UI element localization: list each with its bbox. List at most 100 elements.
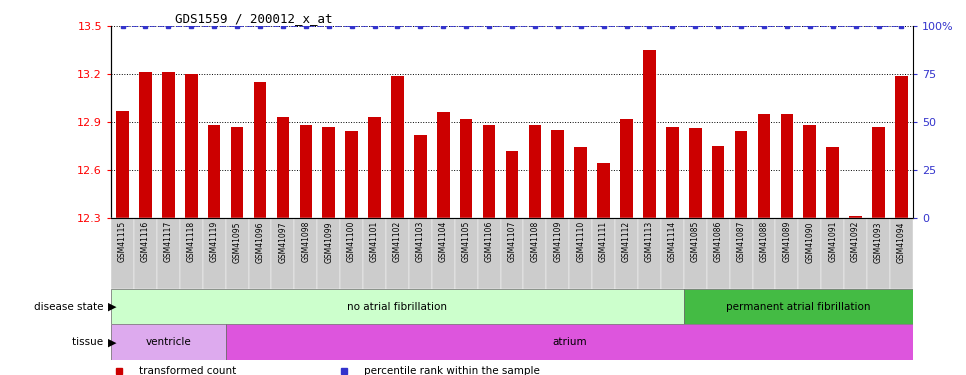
- Text: GSM41090: GSM41090: [806, 221, 814, 262]
- Bar: [162, 72, 175, 217]
- Text: GSM41109: GSM41109: [554, 221, 562, 262]
- Bar: [569, 217, 592, 289]
- Text: GSM41118: GSM41118: [186, 221, 196, 262]
- Bar: [437, 112, 449, 218]
- Bar: [116, 111, 128, 218]
- Text: ventricle: ventricle: [146, 337, 191, 347]
- Bar: [620, 119, 633, 218]
- Text: GSM41108: GSM41108: [530, 221, 539, 262]
- Bar: [575, 147, 587, 218]
- Bar: [707, 217, 729, 289]
- Bar: [867, 217, 890, 289]
- Bar: [638, 217, 661, 289]
- Text: permanent atrial fibrillation: permanent atrial fibrillation: [726, 302, 870, 312]
- Bar: [295, 217, 317, 289]
- Text: GSM41096: GSM41096: [255, 221, 265, 262]
- Text: GSM41094: GSM41094: [896, 221, 906, 262]
- Bar: [317, 217, 340, 289]
- Text: no atrial fibrillation: no atrial fibrillation: [348, 302, 447, 312]
- Text: GSM41102: GSM41102: [393, 221, 402, 262]
- Bar: [345, 132, 358, 218]
- Bar: [226, 324, 913, 360]
- Text: GSM41107: GSM41107: [507, 221, 517, 262]
- Bar: [592, 217, 615, 289]
- Text: GSM41119: GSM41119: [210, 221, 218, 262]
- Text: GSM41087: GSM41087: [736, 221, 746, 262]
- Bar: [299, 125, 312, 218]
- Bar: [753, 217, 776, 289]
- Text: GSM41091: GSM41091: [828, 221, 838, 262]
- Bar: [844, 217, 867, 289]
- Bar: [524, 217, 547, 289]
- Text: GSM41116: GSM41116: [141, 221, 150, 262]
- Bar: [111, 289, 684, 324]
- Bar: [254, 82, 267, 218]
- Bar: [156, 217, 180, 289]
- Bar: [111, 324, 226, 360]
- Bar: [134, 217, 156, 289]
- Bar: [271, 217, 295, 289]
- Bar: [552, 130, 564, 218]
- Bar: [821, 217, 844, 289]
- Text: GSM41088: GSM41088: [759, 221, 769, 262]
- Bar: [826, 147, 839, 218]
- Text: ▶: ▶: [108, 302, 117, 312]
- Text: GSM41110: GSM41110: [576, 221, 585, 262]
- Bar: [340, 217, 363, 289]
- Text: GSM41092: GSM41092: [851, 221, 860, 262]
- Bar: [185, 74, 198, 217]
- Bar: [757, 114, 770, 218]
- Bar: [872, 127, 885, 218]
- Bar: [528, 125, 541, 218]
- Bar: [781, 114, 793, 218]
- Text: GSM41115: GSM41115: [118, 221, 128, 262]
- Bar: [231, 127, 243, 218]
- Text: GSM41099: GSM41099: [325, 221, 333, 262]
- Text: GSM41105: GSM41105: [462, 221, 470, 262]
- Text: GSM41101: GSM41101: [370, 221, 379, 262]
- Text: ▶: ▶: [108, 337, 117, 347]
- Text: GSM41093: GSM41093: [874, 221, 883, 262]
- Bar: [483, 125, 496, 218]
- Text: GSM41117: GSM41117: [164, 221, 173, 262]
- Bar: [139, 72, 152, 217]
- Text: GDS1559 / 200012_x_at: GDS1559 / 200012_x_at: [175, 12, 332, 25]
- Text: GSM41100: GSM41100: [347, 221, 356, 262]
- Text: GSM41114: GSM41114: [668, 221, 677, 262]
- Text: percentile rank within the sample: percentile rank within the sample: [363, 366, 540, 375]
- Text: GSM41098: GSM41098: [301, 221, 310, 262]
- Bar: [432, 217, 455, 289]
- Bar: [226, 217, 248, 289]
- Text: GSM41095: GSM41095: [233, 221, 242, 262]
- Bar: [849, 216, 862, 217]
- Bar: [804, 125, 816, 218]
- Text: tissue: tissue: [71, 337, 106, 347]
- Bar: [735, 132, 748, 218]
- Bar: [666, 127, 679, 218]
- Bar: [276, 117, 289, 218]
- Bar: [208, 125, 220, 218]
- Bar: [689, 128, 701, 217]
- Bar: [500, 217, 524, 289]
- Bar: [895, 76, 908, 217]
- Text: transformed count: transformed count: [139, 366, 237, 375]
- Bar: [180, 217, 203, 289]
- Text: GSM41106: GSM41106: [485, 221, 494, 262]
- Text: GSM41113: GSM41113: [645, 221, 654, 262]
- Bar: [776, 217, 798, 289]
- Text: GSM41089: GSM41089: [782, 221, 791, 262]
- Bar: [363, 217, 386, 289]
- Bar: [111, 217, 134, 289]
- Bar: [890, 217, 913, 289]
- Text: GSM41086: GSM41086: [714, 221, 723, 262]
- Bar: [643, 50, 656, 217]
- Bar: [460, 119, 472, 218]
- Bar: [477, 217, 500, 289]
- Bar: [729, 217, 753, 289]
- Bar: [798, 217, 821, 289]
- Bar: [712, 146, 724, 218]
- Bar: [615, 217, 638, 289]
- Text: disease state: disease state: [34, 302, 106, 312]
- Bar: [684, 289, 913, 324]
- Bar: [547, 217, 569, 289]
